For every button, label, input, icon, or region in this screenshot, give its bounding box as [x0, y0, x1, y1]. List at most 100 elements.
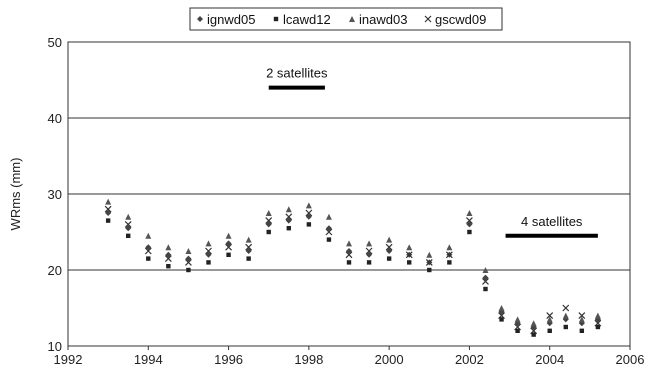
data-point	[562, 312, 569, 319]
data-point	[306, 222, 312, 227]
annotations: 2 satellites 4 satellites	[266, 66, 598, 238]
data-point	[514, 323, 522, 331]
data-point	[366, 260, 372, 265]
data-point	[105, 218, 111, 223]
annotation-label: 2 satellites	[266, 66, 328, 81]
data-point	[594, 312, 601, 319]
data-point	[146, 256, 151, 261]
data-point	[105, 198, 112, 205]
y-tick-labels: 10 20 30 40 50	[48, 35, 62, 354]
data-point	[305, 202, 312, 209]
data-point	[266, 229, 271, 235]
data-point	[186, 267, 191, 273]
data-point	[326, 237, 332, 242]
data-point	[325, 228, 333, 236]
data-point	[145, 232, 152, 239]
data-point	[245, 243, 253, 251]
y-tick-label: 10	[48, 339, 62, 354]
series-gscwd09	[104, 205, 602, 335]
data-point	[345, 251, 353, 259]
data-point	[562, 304, 570, 312]
data-point	[445, 251, 453, 259]
x-tick-label: 1994	[134, 352, 163, 367]
data-point	[530, 327, 538, 335]
data-point	[594, 319, 602, 327]
legend-items: ignwd05 lcawd12 inawd03 gscwd09	[197, 12, 486, 27]
data-point	[427, 267, 432, 273]
data-point	[226, 252, 231, 257]
y-tick-label: 20	[48, 263, 62, 278]
data-point	[482, 277, 489, 285]
data-point	[124, 220, 132, 228]
data-point	[366, 240, 373, 247]
data-point	[546, 316, 553, 323]
data-point	[547, 328, 552, 333]
data-point	[346, 240, 352, 247]
data-point	[407, 260, 412, 265]
data-point	[125, 213, 132, 220]
y-tick-label: 40	[48, 111, 62, 126]
x-tick-label: 2002	[455, 352, 484, 367]
data-point	[206, 260, 211, 265]
data-point	[325, 213, 332, 220]
legend-label: gscwd09	[435, 12, 486, 27]
x-tick-labels: 1992 1994 1996 1998 2000 2002 2004 2006	[54, 346, 645, 367]
data-point	[482, 267, 489, 273]
data-points	[104, 198, 602, 337]
data-point	[164, 255, 172, 263]
data-point	[514, 316, 521, 323]
data-point	[467, 229, 472, 235]
data-point	[579, 328, 585, 333]
legend-marker-ignwd05	[197, 16, 203, 22]
legend-marker-inawd03	[349, 16, 355, 22]
data-point	[466, 210, 473, 216]
data-point	[406, 244, 413, 251]
legend-marker-lcawd12	[273, 16, 279, 22]
data-point	[563, 324, 568, 330]
data-point	[185, 248, 192, 254]
data-point	[386, 236, 393, 243]
legend-label: ignwd05	[207, 12, 255, 27]
data-point	[126, 233, 131, 238]
legend-box	[189, 7, 503, 31]
data-point	[185, 258, 192, 266]
data-point	[498, 305, 505, 311]
data-point	[530, 320, 537, 327]
y-tick-label: 50	[48, 35, 62, 50]
data-point	[246, 256, 251, 261]
legend-label: lcawd12	[283, 12, 331, 27]
legend-label: inawd03	[359, 12, 407, 27]
data-point	[144, 247, 152, 255]
data-point	[205, 240, 212, 247]
x-tick-label: 1998	[294, 352, 323, 367]
x-tick-label: 2006	[616, 352, 645, 367]
data-point	[386, 256, 392, 261]
data-point	[447, 260, 452, 265]
data-point	[225, 232, 232, 239]
annotation-label: 4 satellites	[521, 214, 583, 229]
data-point	[466, 217, 473, 225]
plot-frame	[67, 41, 631, 347]
data-point	[446, 244, 453, 251]
data-point	[405, 251, 413, 259]
data-point	[365, 247, 373, 255]
data-point	[515, 328, 520, 333]
data-point	[286, 226, 291, 231]
x-tick-label: 1996	[214, 352, 243, 367]
data-point	[531, 332, 536, 337]
x-tick-label: 1992	[54, 352, 83, 367]
data-point	[225, 243, 232, 251]
data-point	[385, 243, 393, 251]
data-point	[285, 206, 292, 213]
data-point	[425, 258, 433, 266]
legend-marker-gscwd09	[424, 15, 432, 23]
data-point	[346, 260, 352, 265]
series-lcawd12	[105, 218, 601, 337]
data-point	[104, 205, 112, 213]
data-point	[546, 312, 554, 320]
y-tick-label: 30	[48, 187, 62, 202]
data-point	[165, 244, 172, 251]
data-point	[578, 312, 586, 320]
